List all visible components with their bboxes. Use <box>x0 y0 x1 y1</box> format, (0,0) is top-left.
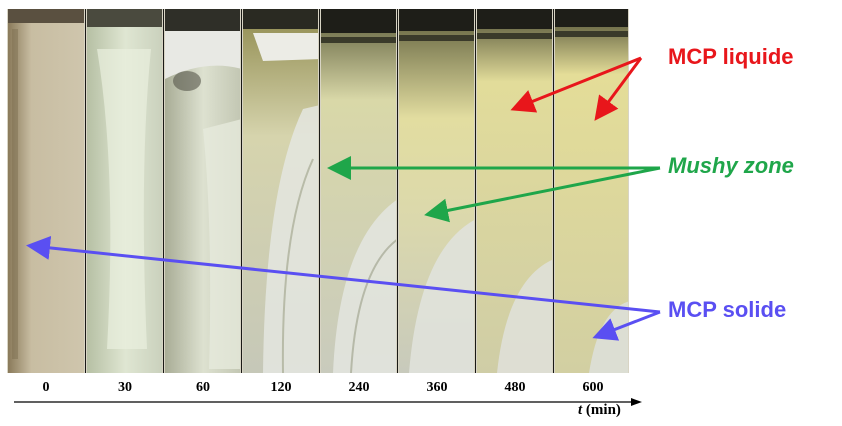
time-tick-120: 120 <box>270 380 292 395</box>
time-tick-30: 30 <box>118 380 132 395</box>
label-mcp-solid: MCP solide <box>668 297 787 322</box>
time-axis-title: t (min) <box>578 402 621 419</box>
time-tick-0: 0 <box>42 380 50 395</box>
time-tick-360: 360 <box>426 380 448 395</box>
time-tick-600: 600 <box>582 380 604 395</box>
label-mushy-zone: Mushy zone <box>668 153 794 178</box>
time-tick-240: 240 <box>348 380 370 395</box>
time-tick-60: 60 <box>196 380 210 395</box>
label-mcp-liquid: MCP liquide <box>668 44 794 69</box>
time-axis-unit: (min) <box>585 402 621 418</box>
time-axis-symbol: t <box>578 402 583 418</box>
time-tick-480: 480 <box>504 380 526 395</box>
